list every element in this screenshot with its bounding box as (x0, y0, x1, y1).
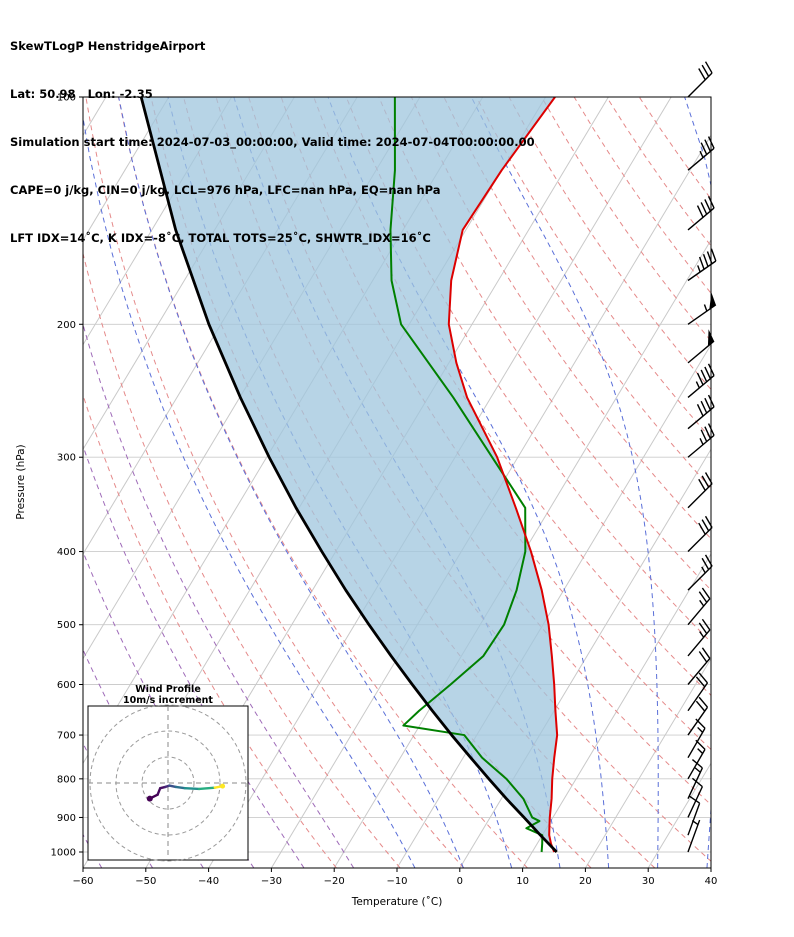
hodograph-trace-segment (183, 787, 201, 791)
wind-barb (687, 718, 706, 759)
wind-barb (687, 554, 713, 591)
x-tick-label: 20 (579, 876, 592, 887)
y-tick-label: 400 (57, 547, 76, 558)
hodograph-ring (89, 704, 247, 862)
x-tick-label: −10 (386, 876, 407, 887)
chart-indices-1: CAPE=0 j/kg, CIN=0 j/kg, LCL=976 hPa, LF… (10, 183, 441, 197)
y-tick-label: 300 (57, 453, 76, 464)
hodograph-trace-start (146, 795, 153, 802)
x-tick-label: 40 (705, 876, 718, 887)
x-tick-label: 10 (516, 876, 529, 887)
dewpoint-curve (389, 97, 544, 853)
hodograph-trace-tip (220, 783, 226, 789)
y-tick-label: 600 (57, 680, 76, 691)
x-tick-label: −20 (324, 876, 345, 887)
wind-barbs (687, 61, 717, 853)
x-tick-label: −60 (72, 876, 93, 887)
y-tick-label: 1000 (51, 848, 76, 859)
temperature-curve (447, 97, 559, 853)
wind-barb (687, 472, 713, 509)
wind-barb (687, 515, 713, 553)
x-tick-label: 30 (642, 876, 655, 887)
hodograph-title: Wind Profile (135, 684, 201, 695)
wind-barb (687, 196, 715, 231)
x-tick-label: −40 (198, 876, 219, 887)
x-tick-label: 0 (457, 876, 463, 887)
x-axis-label: Temperature (˚C) (351, 896, 443, 908)
chart-indices-2: LFT IDX=14˚C, K IDX=-8˚C, TOTAL TOTS=25˚… (10, 231, 431, 245)
wind-barb (687, 394, 715, 430)
y-tick-label: 700 (57, 731, 76, 742)
wind-barb (687, 423, 715, 458)
wind-barb (687, 248, 717, 282)
y-tick-label: 900 (57, 813, 76, 824)
cape-shading (141, 97, 558, 853)
wind-barb (687, 696, 709, 736)
wind-barb (687, 819, 701, 853)
wind-barb (687, 292, 717, 325)
hodograph-ring (141, 756, 195, 810)
chart-header: SkewTLogP HenstridgeAirport Lat: 50.98 L… (10, 6, 535, 278)
hodograph-inset (87, 704, 249, 862)
wind-barb (687, 587, 711, 626)
parcel_dry_adiabat-curve (139, 97, 558, 853)
y-axis-label: Pressure (hPa) (15, 444, 27, 519)
y-tick-label: 500 (57, 620, 76, 631)
wind-barb (687, 672, 709, 712)
wind-barb (687, 329, 715, 364)
hodograph-subtitle: 10m/s increment (123, 695, 213, 706)
y-tick-label: 800 (57, 774, 76, 785)
wind-barb (687, 136, 715, 171)
y-tick-label: 200 (57, 320, 76, 331)
hodograph-trace-segment (174, 785, 187, 790)
wind-barb (687, 777, 704, 818)
wind-barb (687, 647, 711, 685)
y-tick-label: 100 (57, 93, 76, 104)
x-tick-label: −50 (135, 876, 156, 887)
chart-location: Lat: 50.98 Lon: -2.35 (10, 87, 153, 101)
chart-times: Simulation start time: 2024-07-03_00:00:… (10, 135, 535, 149)
wind-barb (687, 795, 701, 836)
hodograph-ring (115, 730, 221, 836)
wind-barb (687, 61, 713, 98)
x-tick-label: −30 (261, 876, 282, 887)
wind-barb (687, 618, 711, 657)
wind-barb (687, 363, 715, 398)
hodograph-trace-segment (197, 786, 217, 791)
chart-title: SkewTLogP HenstridgeAirport (10, 39, 206, 53)
wind-barb (687, 739, 706, 780)
sounding-curves (139, 97, 559, 853)
